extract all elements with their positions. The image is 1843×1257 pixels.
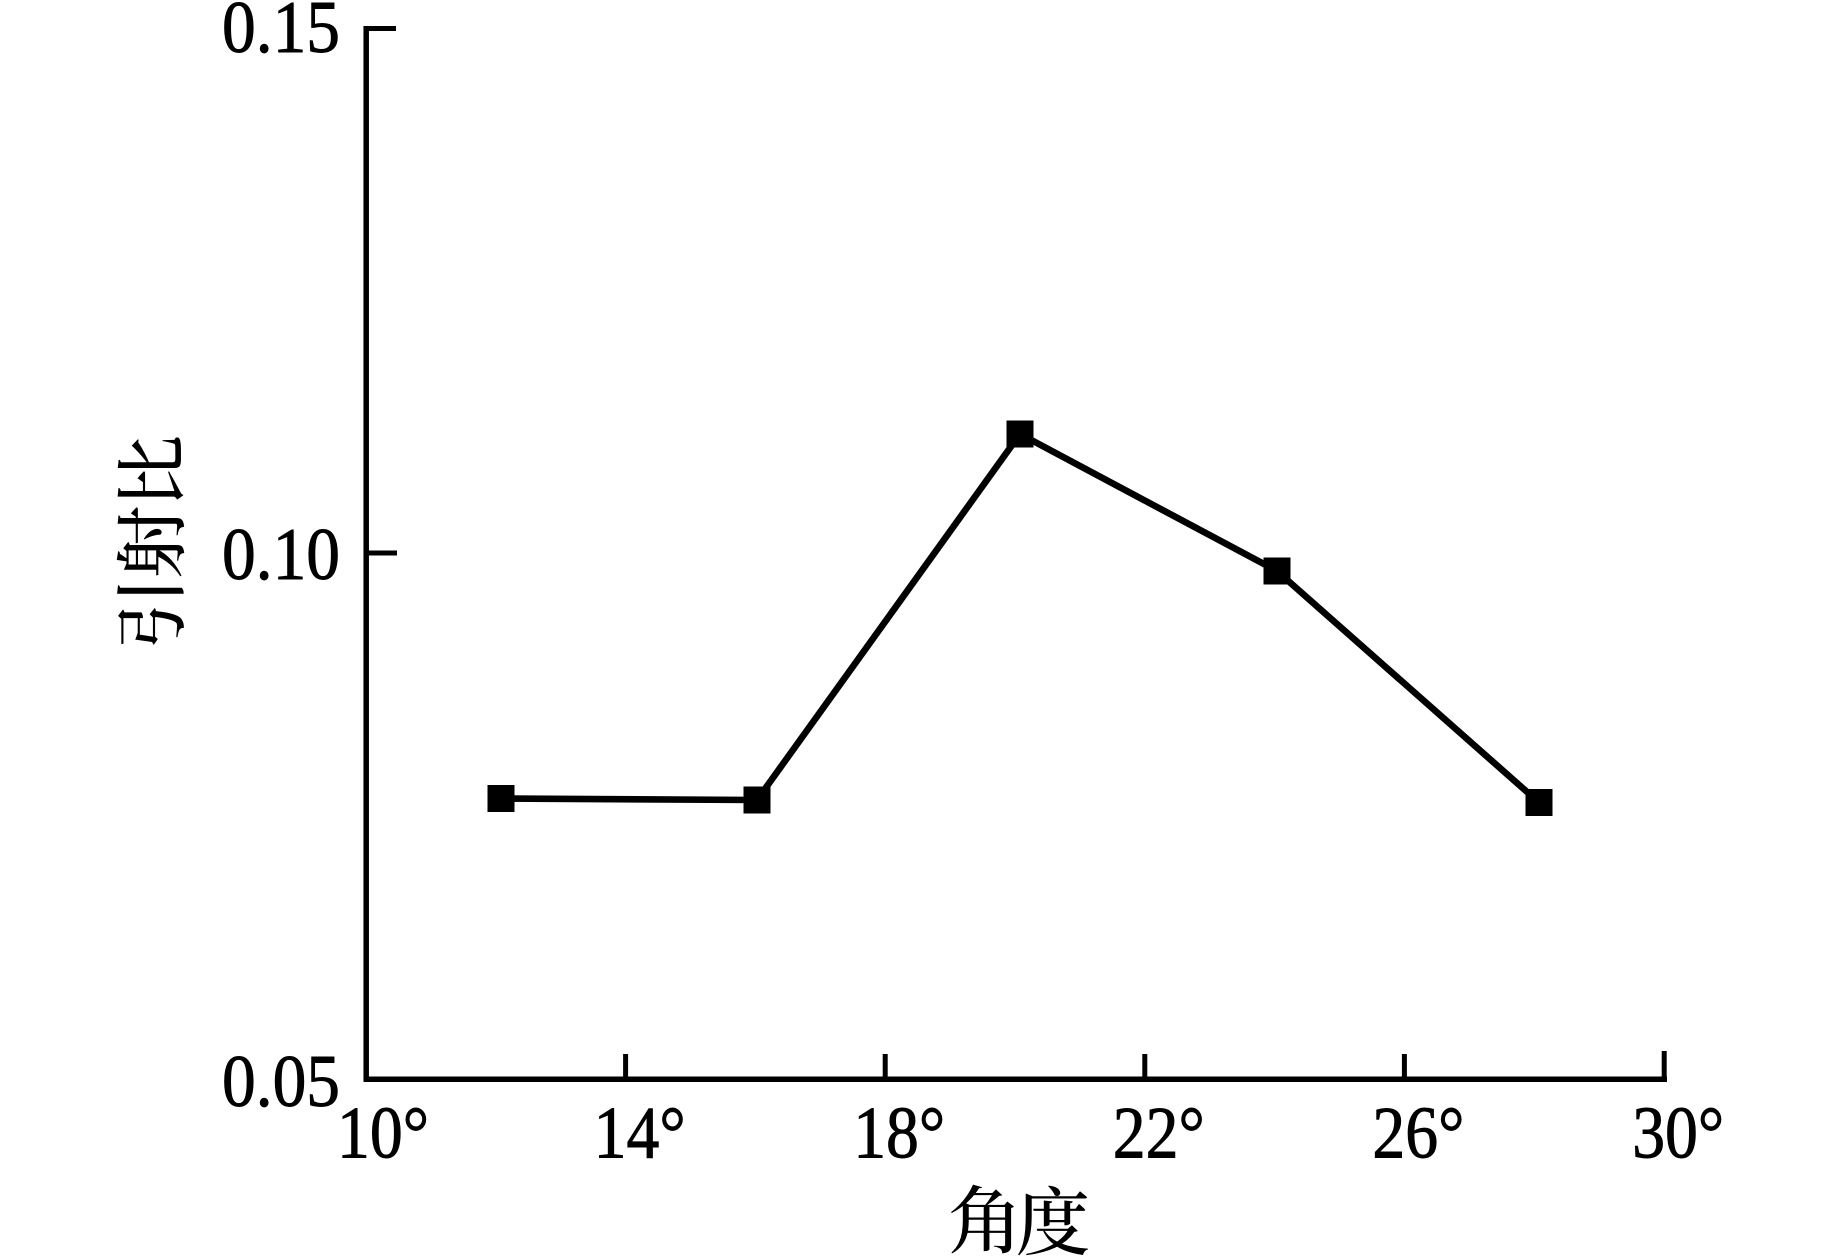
svg-text:22°: 22° <box>1113 1093 1205 1175</box>
svg-text:14°: 14° <box>594 1093 686 1175</box>
svg-text:26°: 26° <box>1372 1093 1464 1175</box>
svg-text:10°: 10° <box>337 1093 429 1175</box>
svg-text:0.05: 0.05 <box>222 1041 340 1123</box>
svg-text:0.15: 0.15 <box>222 0 340 69</box>
svg-text:18°: 18° <box>853 1093 945 1175</box>
svg-text:30°: 30° <box>1632 1093 1724 1175</box>
svg-text:0.10: 0.10 <box>222 514 340 596</box>
